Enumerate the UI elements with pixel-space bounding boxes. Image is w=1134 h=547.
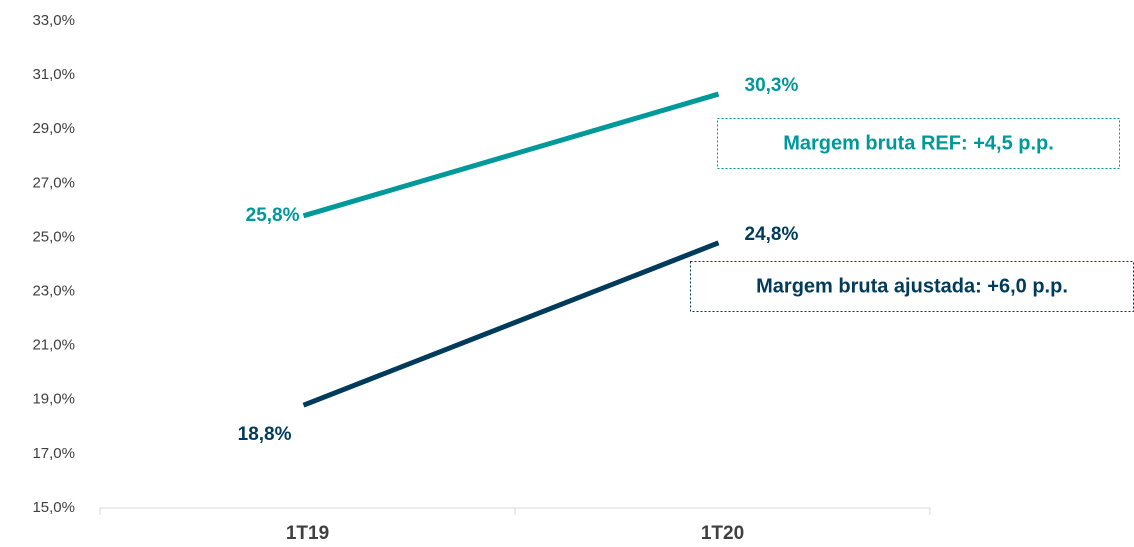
annotation: Margem bruta REF: +4,5 p.p. bbox=[783, 132, 1054, 154]
value-label: 18,8% bbox=[238, 424, 292, 445]
y-tick-label: 23,0% bbox=[32, 283, 75, 300]
x-tick-label: 1T20 bbox=[701, 523, 744, 544]
annotation: Margem bruta ajustada: +6,0 p.p. bbox=[756, 275, 1068, 297]
line bbox=[302, 91, 720, 219]
annotation-box bbox=[717, 118, 1120, 169]
y-tick-label: 15,0% bbox=[32, 499, 75, 516]
x-tick-label: 1T19 bbox=[286, 523, 329, 544]
value-label: 30,3% bbox=[745, 75, 799, 96]
y-tick-label: 31,0% bbox=[32, 66, 75, 83]
y-tick-label: 27,0% bbox=[32, 174, 75, 191]
y-tick-label: 21,0% bbox=[32, 337, 75, 354]
line bbox=[302, 240, 720, 408]
y-tick-label: 17,0% bbox=[32, 445, 75, 462]
y-tick-label: 25,0% bbox=[32, 228, 75, 245]
y-tick-label: 19,0% bbox=[32, 391, 75, 408]
y-tick-label: 33,0% bbox=[32, 12, 75, 29]
y-tick-label: 29,0% bbox=[32, 120, 75, 137]
value-label: 25,8% bbox=[246, 205, 300, 226]
value-label: 24,8% bbox=[745, 224, 799, 245]
